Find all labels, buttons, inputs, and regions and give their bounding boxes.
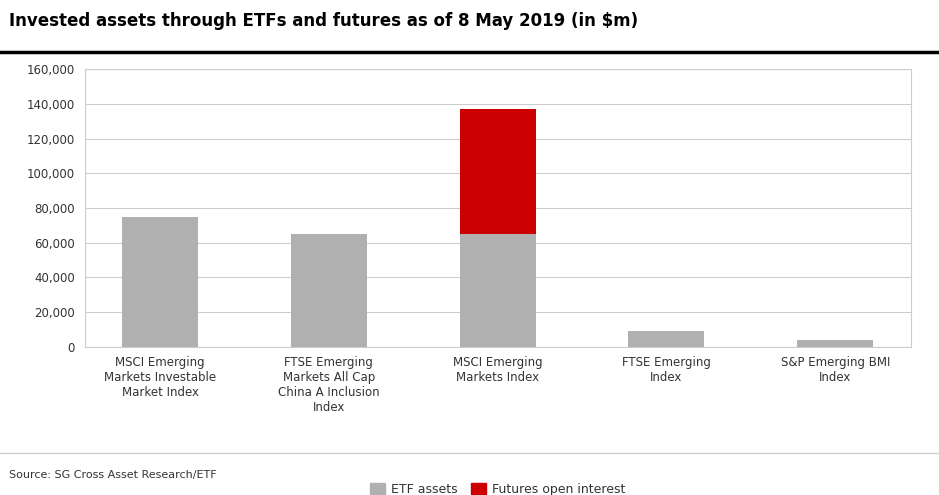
Bar <box>628 331 704 346</box>
Legend: ETF assets, Futures open interest: ETF assets, Futures open interest <box>365 478 630 495</box>
Bar <box>797 341 873 346</box>
Bar <box>460 109 535 234</box>
Text: Invested assets through ETFs and futures as of 8 May 2019 (in $m): Invested assets through ETFs and futures… <box>9 12 639 30</box>
Text: Source: SG Cross Asset Research/ETF: Source: SG Cross Asset Research/ETF <box>9 470 217 480</box>
Bar <box>122 217 198 346</box>
Bar <box>460 234 535 346</box>
Bar <box>291 234 367 346</box>
